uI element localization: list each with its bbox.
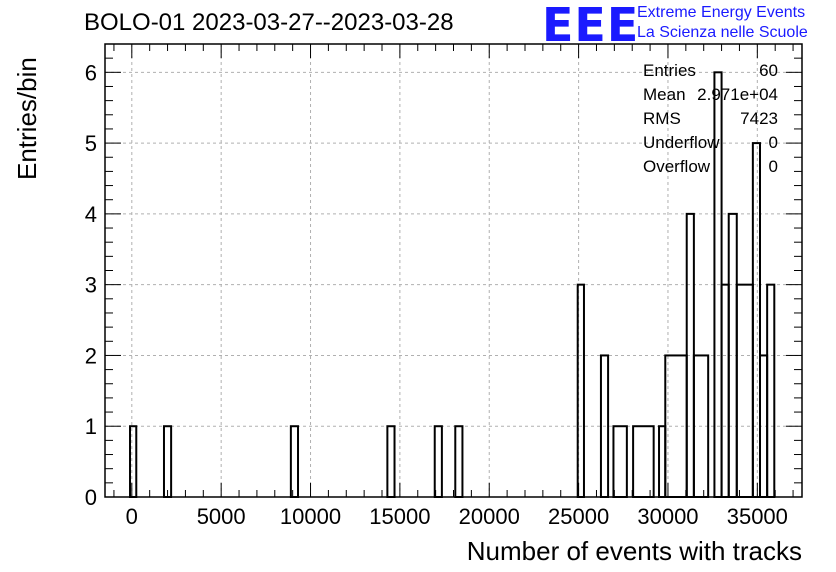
- plot-frame: [104, 43, 803, 498]
- stats-label: Underflow: [643, 133, 720, 152]
- x-tick-label: 35000: [727, 504, 788, 529]
- x-tick-label: 0: [126, 504, 138, 529]
- histogram-bar: [454, 425, 464, 498]
- histogram-bar: [751, 142, 762, 498]
- x-tick-label: 10000: [280, 504, 341, 529]
- histogram-bar: [162, 425, 173, 498]
- stats-value: 60: [759, 61, 778, 80]
- stats-value: 2.971e+04: [697, 85, 778, 104]
- y-tick-label: 5: [85, 131, 97, 156]
- histogram-bar: [720, 283, 730, 498]
- y-axis-label: Entries/bin: [12, 57, 42, 180]
- x-tick-label: 15000: [369, 504, 430, 529]
- x-axis-label: Number of events with tracks: [466, 536, 802, 566]
- histogram-bar: [766, 283, 776, 498]
- histogram-bar: [433, 425, 443, 498]
- x-tick-label: 30000: [637, 504, 698, 529]
- histogram-bar: [735, 283, 754, 498]
- x-tick-label: 5000: [197, 504, 246, 529]
- y-tick-label: 0: [85, 485, 97, 510]
- histogram-bar: [289, 425, 300, 498]
- histogram-bar: [599, 354, 610, 498]
- x-tick-label: 25000: [548, 504, 609, 529]
- x-tick-label: 20000: [459, 504, 520, 529]
- histogram-bar: [386, 425, 396, 498]
- y-tick-label: 1: [85, 414, 97, 439]
- eee-logo: EEE: [542, 0, 640, 52]
- stats-value: 7423: [740, 109, 778, 128]
- histogram-bar: [692, 354, 710, 498]
- histogram-bar: [576, 283, 585, 498]
- histogram-bar: [632, 425, 655, 498]
- org-name-line2: La Scienza nelle Scuole: [637, 24, 808, 41]
- org-name-line1: Extreme Energy Events: [637, 4, 806, 21]
- y-tick-label: 2: [85, 343, 97, 368]
- y-tick-label: 4: [85, 202, 97, 227]
- stats-value: 0: [769, 133, 778, 152]
- y-tick-label: 3: [85, 273, 97, 298]
- chart-title: BOLO-01 2023-03-27--2023-03-28: [84, 9, 454, 36]
- histogram-bar: [612, 425, 628, 498]
- histogram-bar: [129, 425, 138, 498]
- stats-label: Mean: [643, 85, 686, 104]
- stats-value: 0: [769, 157, 778, 176]
- stats-label: Entries: [643, 61, 696, 80]
- stats-label: RMS: [643, 109, 681, 128]
- stats-label: Overflow: [643, 157, 711, 176]
- y-tick-label: 6: [85, 60, 97, 85]
